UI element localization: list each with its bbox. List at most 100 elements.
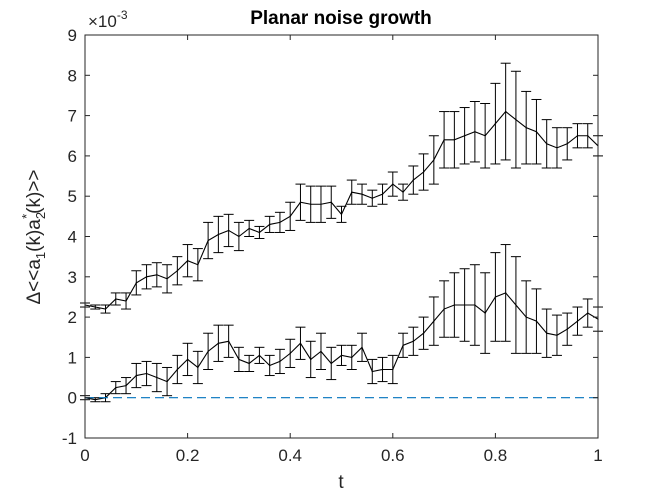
data-point: [289, 215, 291, 217]
data-point: [330, 201, 332, 203]
y-tick-label: -1: [62, 429, 77, 448]
data-point: [320, 350, 322, 352]
data-point: [381, 368, 384, 371]
y-label-sub2: 2: [33, 212, 48, 219]
data-point: [453, 304, 455, 306]
data-point: [135, 282, 137, 284]
data-point: [412, 340, 414, 342]
data-point: [238, 235, 240, 238]
data-point: [566, 143, 568, 145]
y-multiplier-exponent: -3: [117, 8, 128, 22]
y-tick-label: 7: [68, 107, 77, 126]
data-point: [299, 342, 302, 344]
data-point: [484, 135, 486, 137]
svg-text:Δ<<a1(k)a2*(k)>>: Δ<<a1(k)a2*(k)>>: [19, 169, 48, 304]
data-point: [587, 312, 589, 314]
data-point: [330, 362, 332, 365]
data-point: [269, 223, 271, 226]
x-tick-label: 0: [80, 446, 89, 465]
data-point: [515, 304, 517, 306]
data-point: [556, 334, 558, 336]
data-point: [176, 270, 178, 272]
data-point: [228, 340, 230, 342]
y-tick-label: 9: [68, 26, 77, 45]
data-point: [464, 135, 466, 137]
data-point: [392, 183, 394, 185]
data-point: [556, 147, 558, 149]
data-point: [340, 354, 343, 356]
data-point: [310, 358, 312, 361]
data-point: [433, 320, 435, 322]
data-point: [474, 131, 476, 133]
data-point: [197, 264, 199, 266]
y-multiplier-base: ×10: [88, 12, 117, 31]
data-point: [115, 387, 117, 389]
data-point: [115, 298, 117, 300]
data-point: [289, 352, 291, 354]
data-point: [279, 221, 281, 223]
data-point: [320, 203, 322, 205]
data-point: [156, 376, 158, 379]
data-point: [166, 380, 168, 383]
data-point: [269, 364, 271, 367]
data-point: [145, 276, 148, 278]
data-point: [505, 110, 507, 113]
data-point: [474, 304, 476, 306]
y-tick-label: 0: [68, 389, 77, 408]
data-point: [371, 197, 373, 199]
data-point: [197, 366, 199, 369]
data-point: [576, 320, 579, 322]
data-point: [94, 306, 96, 308]
y-label-sub1: 1: [33, 252, 48, 259]
data-point: [125, 385, 127, 387]
data-point: [166, 278, 168, 280]
data-point: [351, 191, 353, 193]
x-axis: 0 0.2 0.4 0.6 0.8 1: [80, 35, 603, 465]
y-axis: -1 0 1 2 3 4 5 6 7 8 9: [62, 26, 598, 448]
data-point: [494, 296, 496, 298]
data-point: [453, 139, 455, 141]
data-point: [443, 308, 445, 310]
data-point: [145, 372, 148, 375]
x-tick-label: 0.4: [278, 446, 302, 465]
data-point: [135, 374, 137, 377]
y-tick-label: 3: [68, 268, 77, 287]
data-point: [381, 193, 384, 195]
y-tick-label: 5: [68, 187, 77, 206]
data-point: [546, 332, 548, 334]
data-point: [535, 131, 538, 133]
data-point: [587, 135, 589, 137]
data-point: [340, 213, 343, 215]
series-2: [80, 244, 603, 403]
data-point: [464, 304, 466, 306]
data-point: [238, 358, 240, 361]
y-label-end: (k)>>: [24, 169, 45, 213]
y-label-sup2: *: [19, 214, 34, 219]
data-point: [217, 342, 219, 344]
data-point: [361, 346, 363, 348]
data-point: [94, 399, 96, 401]
data-point: [402, 191, 404, 193]
x-tick-label: 0.8: [484, 446, 508, 465]
data-point: [494, 123, 496, 125]
data-point: [525, 316, 527, 318]
data-point: [248, 227, 250, 230]
data-point: [515, 119, 517, 121]
x-tick-label: 1: [593, 446, 602, 465]
data-point: [207, 350, 209, 352]
data-point: [535, 320, 538, 322]
series-1: [80, 62, 603, 314]
data-point: [310, 203, 312, 205]
data-point: [228, 229, 230, 232]
y-multiplier-label: ×10-3: [88, 8, 128, 31]
x-tick-label: 0.6: [381, 446, 405, 465]
data-point: [299, 201, 302, 203]
data-point: [104, 308, 107, 310]
data-point: [258, 354, 261, 356]
data-point: [217, 233, 219, 236]
data-point: [248, 362, 250, 365]
data-point: [207, 239, 209, 242]
data-point: [361, 193, 363, 195]
